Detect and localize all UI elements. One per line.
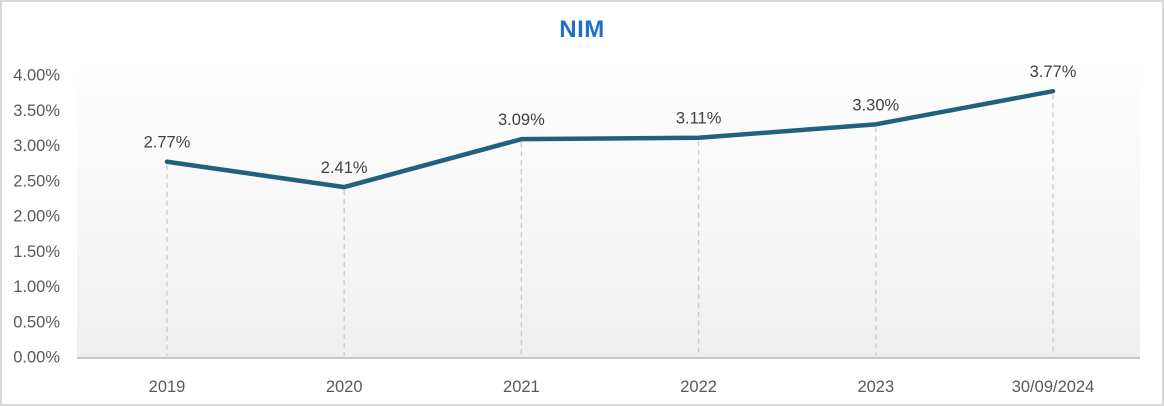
y-axis-tick-label: 2.50%	[13, 172, 60, 190]
x-axis-tick-label: 2021	[503, 378, 540, 396]
x-axis-tick-label: 2020	[326, 378, 363, 396]
data-point-label: 3.09%	[498, 111, 545, 129]
nim-series-line	[164, 88, 1056, 190]
y-axis-tick-label: 3.00%	[13, 137, 60, 155]
data-point-label: 3.77%	[1030, 63, 1077, 81]
x-axis-tick-label: 30/09/2024	[1012, 378, 1095, 396]
y-axis-tick-label: 4.00%	[13, 67, 60, 85]
y-axis-tick-label: 2.00%	[13, 208, 60, 226]
data-point-label: 2.77%	[144, 134, 191, 152]
y-axis-tick-label: 1.00%	[13, 278, 60, 296]
y-axis-tick-label: 1.50%	[13, 243, 60, 261]
chart-title: NIM	[559, 16, 605, 43]
x-axis-tick-label: 2022	[680, 378, 717, 396]
x-axis-tick-label: 2019	[149, 378, 186, 396]
x-axis-tick-label: 2023	[857, 378, 894, 396]
data-point-label: 3.11%	[676, 110, 722, 128]
data-point-label: 3.30%	[852, 96, 899, 114]
data-point-label: 2.41%	[321, 159, 368, 177]
y-axis-tick-label: 0.50%	[13, 313, 60, 331]
y-axis-tick-label: 3.50%	[13, 102, 60, 120]
y-axis-tick-label: 0.00%	[13, 349, 60, 367]
